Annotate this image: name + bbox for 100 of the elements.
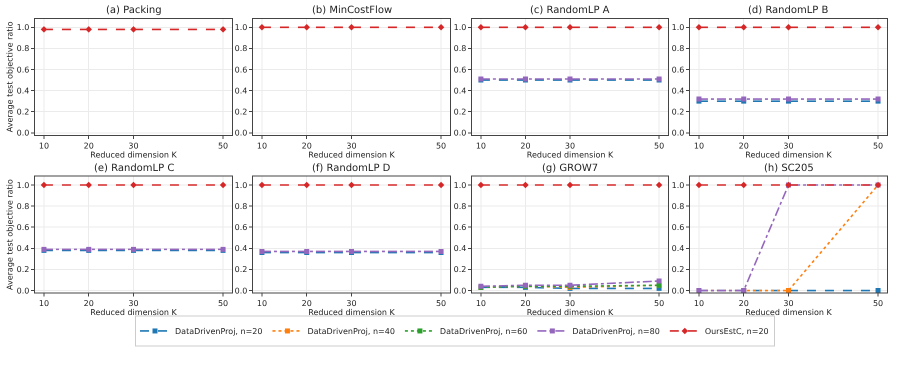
point bbox=[785, 24, 792, 31]
x-tick-label: 50 bbox=[872, 142, 884, 151]
y-tick-label: 0.4 bbox=[16, 244, 30, 254]
x-axis-title: Reduced dimension K bbox=[308, 308, 396, 318]
y-tick-label: 0.0 bbox=[234, 128, 248, 138]
x-tick-label: 30 bbox=[128, 142, 139, 151]
y-tick-label: 0.0 bbox=[454, 286, 466, 296]
point bbox=[522, 182, 529, 188]
point bbox=[258, 182, 266, 188]
y-tick-label: 0.6 bbox=[234, 65, 248, 74]
y-tick-label: 0.2 bbox=[672, 265, 684, 274]
y-tick-label: 0.4 bbox=[672, 244, 684, 254]
x-tick-label: 30 bbox=[346, 142, 357, 151]
y-tick-label: 0.6 bbox=[672, 223, 684, 232]
y-tick-label: 0.0 bbox=[16, 128, 30, 138]
y-tick-label: 0.0 bbox=[16, 286, 30, 296]
legend-label: OursEstC, n=20 bbox=[704, 327, 769, 336]
x-tick-label: 10 bbox=[38, 142, 50, 151]
x-tick-label: 10 bbox=[256, 299, 268, 308]
chart-title: (f) RandomLP D bbox=[312, 163, 391, 174]
x-tick-label: 30 bbox=[128, 299, 139, 308]
y-tick-label: 0.6 bbox=[16, 223, 30, 232]
y-tick-label: 0.8 bbox=[234, 44, 248, 54]
y-tick-label: 0.4 bbox=[234, 244, 248, 254]
y-tick-label: 0.8 bbox=[672, 202, 684, 211]
chart-title: (a) Packing bbox=[106, 5, 162, 16]
point bbox=[656, 24, 662, 31]
y-axis-title: Average test objective ratio bbox=[5, 21, 14, 132]
point bbox=[566, 24, 574, 31]
y-tick-label: 1.0 bbox=[234, 23, 248, 32]
x-axis-title: Reduced dimension K bbox=[526, 308, 614, 318]
y-axis-title: Average test objective ratio bbox=[5, 179, 14, 290]
x-tick-label: 50 bbox=[436, 299, 446, 308]
y-tick-label: 0.2 bbox=[234, 265, 248, 274]
x-tick-label: 10 bbox=[694, 299, 704, 308]
y-tick-label: 0.2 bbox=[454, 108, 466, 116]
y-tick-label: 1.0 bbox=[672, 23, 684, 32]
y-tick-label: 0.4 bbox=[454, 86, 466, 96]
x-axis-title: Reduced dimension K bbox=[526, 150, 614, 160]
y-tick-label: 0.8 bbox=[454, 202, 466, 211]
x-tick-label: 30 bbox=[564, 142, 576, 151]
point bbox=[130, 182, 137, 188]
legend-label: DataDrivenProj, n=60 bbox=[440, 327, 528, 336]
x-tick-label: 20 bbox=[84, 142, 94, 151]
y-tick-label: 1.0 bbox=[16, 180, 30, 190]
y-tick-label: 0.4 bbox=[16, 86, 30, 96]
legend-label: DataDrivenProj, n=40 bbox=[307, 327, 395, 336]
x-tick-label: 30 bbox=[783, 299, 794, 308]
point bbox=[522, 24, 529, 31]
y-tick-label: 1.0 bbox=[234, 180, 248, 190]
x-axis-title: Reduced dimension K bbox=[90, 150, 178, 160]
x-tick-label: 20 bbox=[520, 142, 531, 151]
x-tick-label: 50 bbox=[654, 142, 664, 151]
chart-title: (e) RandomLP C bbox=[94, 163, 174, 174]
y-tick-label: 0.2 bbox=[454, 265, 466, 274]
x-tick-label: 20 bbox=[520, 299, 531, 308]
x-tick-label: 50 bbox=[872, 299, 884, 308]
y-tick-label: 0.6 bbox=[16, 65, 30, 74]
x-tick-label: 20 bbox=[302, 299, 312, 308]
x-tick-label: 20 bbox=[84, 299, 94, 308]
y-tick-label: 0.8 bbox=[672, 44, 684, 54]
point bbox=[740, 24, 747, 31]
x-tick-label: 50 bbox=[436, 142, 446, 151]
x-axis-title: Reduced dimension K bbox=[90, 308, 178, 318]
y-tick-label: 0.2 bbox=[672, 108, 684, 116]
y-tick-label: 0.6 bbox=[672, 65, 684, 74]
x-tick-label: 30 bbox=[783, 142, 794, 151]
y-tick-label: 0.0 bbox=[454, 128, 466, 138]
x-tick-label: 20 bbox=[738, 299, 749, 308]
y-tick-label: 0.0 bbox=[672, 286, 684, 296]
point bbox=[478, 24, 484, 31]
y-tick-label: 0.2 bbox=[16, 265, 30, 274]
point bbox=[566, 182, 574, 188]
point bbox=[303, 182, 310, 188]
y-tick-label: 0.6 bbox=[454, 223, 466, 232]
point bbox=[348, 182, 355, 188]
y-tick-label: 0.6 bbox=[454, 65, 466, 74]
point bbox=[220, 182, 226, 188]
x-axis-title: Reduced dimension K bbox=[745, 150, 832, 160]
point bbox=[85, 182, 92, 188]
y-tick-label: 1.0 bbox=[454, 180, 466, 190]
y-tick-label: 1.0 bbox=[454, 23, 466, 32]
point bbox=[438, 182, 444, 188]
x-tick-label: 10 bbox=[38, 299, 50, 308]
x-tick-label: 10 bbox=[476, 299, 486, 308]
point bbox=[656, 278, 662, 284]
chart-title: (h) SC205 bbox=[764, 163, 814, 174]
y-tick-label: 0.8 bbox=[454, 44, 466, 54]
x-tick-label: 50 bbox=[218, 142, 228, 151]
point bbox=[874, 24, 882, 31]
point bbox=[40, 182, 48, 188]
y-tick-label: 0.0 bbox=[234, 286, 248, 296]
x-tick-label: 10 bbox=[256, 142, 268, 151]
chart-title: (c) RandomLP A bbox=[530, 5, 610, 16]
x-tick-label: 20 bbox=[738, 142, 749, 151]
point bbox=[478, 182, 484, 188]
legend-label: DataDrivenProj, n=20 bbox=[175, 327, 262, 336]
point bbox=[656, 182, 662, 188]
x-tick-label: 20 bbox=[302, 142, 312, 151]
y-tick-label: 0.8 bbox=[16, 202, 30, 211]
